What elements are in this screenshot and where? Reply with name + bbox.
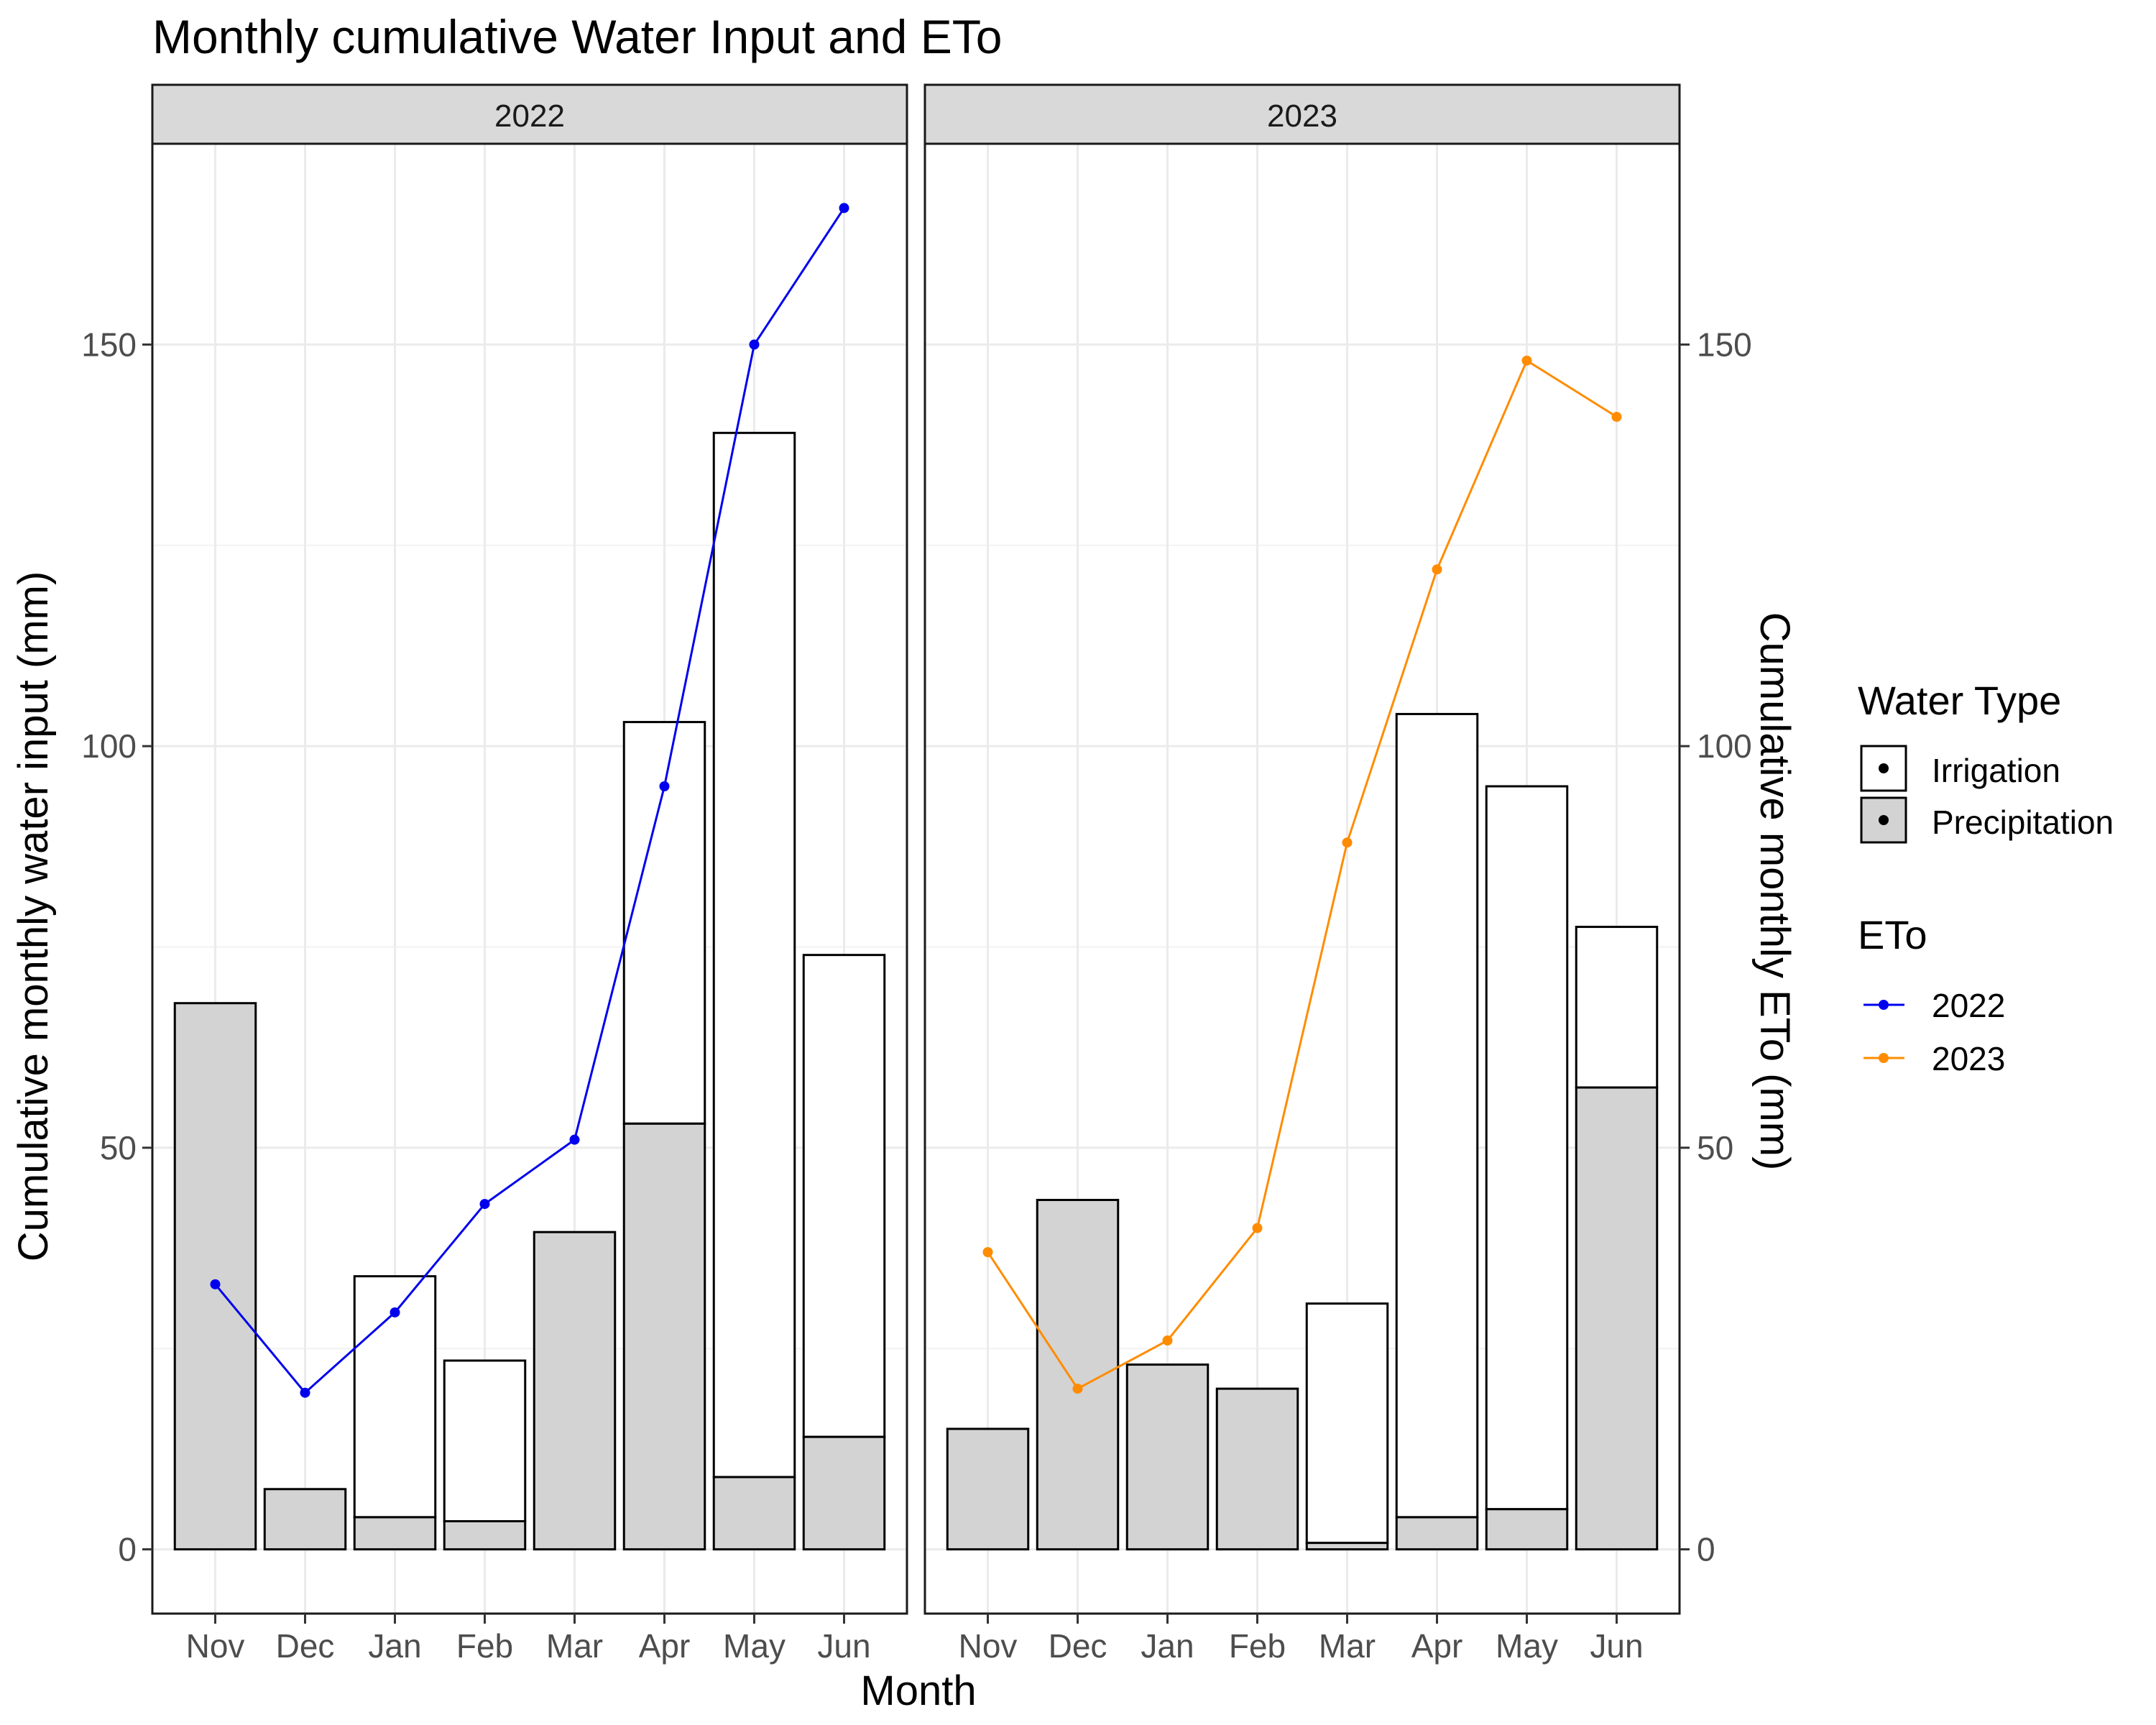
panel-2023-eto-point-May — [1521, 355, 1532, 366]
panel-2022-eto-point-Mar — [569, 1134, 580, 1145]
panel-2023-eto-line — [987, 359, 1618, 1391]
panel-2022-bar-irrigation-May — [712, 431, 796, 1478]
legend-eto-title: ETo — [1858, 912, 1927, 957]
panel-2022-x-tick-label-Dec: Dec — [276, 1627, 335, 1665]
panel-2023-bar-precipitation-Nov — [946, 1427, 1030, 1551]
panel-2023-bar-irrigation-Mar — [1305, 1302, 1389, 1545]
panel-2022-bar-precipitation-Nov — [173, 1002, 257, 1551]
y2-axis-tick-label: 100 — [1697, 727, 1752, 765]
panel-2022-bar-precipitation-Dec — [263, 1488, 347, 1551]
panel-2022-bar-precipitation-Jun — [802, 1435, 886, 1551]
legend-key-eto-2022-dot — [1879, 1000, 1889, 1010]
panel-2022-bar-irrigation-Jun — [802, 954, 886, 1438]
y2-axis-tick-label: 150 — [1697, 326, 1752, 363]
panel-2022-x-tick-label-May: May — [723, 1627, 786, 1665]
legend-label-eto-2023: 2023 — [1932, 1040, 2005, 1077]
panel-2022-bar-precipitation-Jan — [353, 1516, 437, 1551]
panel-2022-eto-line — [214, 207, 845, 1394]
legend-label-precipitation: Precipitation — [1932, 804, 2114, 841]
panel-2023-bar-precipitation-Jan — [1125, 1363, 1210, 1551]
panel-2023-bar-precipitation-Jun — [1575, 1086, 1659, 1551]
y-axis-tick-label: 0 — [118, 1531, 137, 1568]
panel-2022-x-tick-label-Mar: Mar — [546, 1627, 603, 1665]
panel-2022-eto-point-May — [749, 339, 760, 350]
y-axis-tick-label: 100 — [81, 727, 137, 765]
panel-2023-bar-precipitation-May — [1485, 1508, 1569, 1551]
legend-label-irrigation: Irrigation — [1932, 752, 2060, 789]
panel-2022-x-tick-label-Nov: Nov — [186, 1627, 245, 1665]
y-axis-tick-label: 50 — [100, 1129, 137, 1167]
y-axis-tick-label: 150 — [81, 326, 137, 363]
panel-2022-bar-precipitation-Feb — [443, 1519, 527, 1551]
panel-2023-x-tick-label-Feb: Feb — [1229, 1627, 1286, 1665]
legend-label-eto-2022: 2022 — [1932, 987, 2005, 1024]
panel-2023-x-tick-label-Apr: Apr — [1411, 1627, 1463, 1665]
panel-2023-x-tick-label-May: May — [1496, 1627, 1558, 1665]
y2-axis-tick-label: 50 — [1697, 1129, 1733, 1167]
panel-2022-eto-point-Jun — [839, 203, 849, 213]
panel-2022-x-tick-label-Apr: Apr — [639, 1627, 691, 1665]
panel-2022-eto-point-Feb — [479, 1199, 490, 1210]
panel-2022-bar-irrigation-Jan — [353, 1275, 437, 1519]
panel-2022-eto-point-Apr — [659, 781, 670, 791]
panels-layer: 2022 Nov Dec Jan Feb Mar Apr May Jun 0 50 100 150 202… — [81, 83, 1752, 1665]
panel-2023-bar-irrigation-Apr — [1395, 712, 1479, 1519]
panel-2023-eto-point-Feb — [1252, 1223, 1263, 1233]
panel-2023-strip-label: 2023 — [1267, 98, 1337, 134]
panel-2023-eto-point-Jun — [1611, 411, 1622, 422]
panel-2023-bar-precipitation-Mar — [1305, 1542, 1389, 1551]
legend-key-precipitation-dot — [1879, 815, 1889, 825]
panel-2023-strip — [923, 83, 1681, 145]
panel-2022-eto-point-Nov — [210, 1279, 221, 1289]
y2-axis-tick-label: 0 — [1697, 1531, 1715, 1568]
panel-2023-bar-irrigation-Jun — [1575, 926, 1659, 1089]
panel-2023-bar-irrigation-May — [1485, 785, 1569, 1511]
x-axis-label: Month — [860, 1668, 976, 1714]
panel-2022-strip-label: 2022 — [494, 98, 565, 134]
legend-key-irrigation-dot — [1879, 763, 1889, 773]
panel-2022-x-tick-label-Feb: Feb — [456, 1627, 513, 1665]
legend-eto: ETo 2022 2023 — [1858, 912, 2005, 1077]
panel-2022-bar-precipitation-Mar — [533, 1230, 617, 1551]
panel-2023-x-tick-label-Dec: Dec — [1049, 1627, 1107, 1665]
panel-2023-eto-point-Mar — [1342, 837, 1353, 848]
chart-title: Monthly cumulative Water Input and ETo — [152, 10, 1002, 63]
panel-2023-eto-point-Apr — [1432, 564, 1442, 575]
y-axis-label: Cumulative monthly water input (mm) — [10, 571, 57, 1262]
panel-2023-eto-point-Jan — [1162, 1335, 1173, 1346]
panel-2022-bar-precipitation-May — [712, 1476, 796, 1551]
panel-2022-eto-point-Jan — [390, 1307, 400, 1317]
panel-2023-x-tick-label-Jun: Jun — [1590, 1627, 1643, 1665]
panel-2022-bar-irrigation-Feb — [443, 1359, 527, 1522]
legend-key-irrigation — [1860, 745, 1907, 792]
panel-2022-x-tick-label-Jun: Jun — [817, 1627, 870, 1665]
panel-2023-bar-precipitation-Feb — [1215, 1387, 1299, 1551]
panel-2023-x-tick-label-Nov: Nov — [959, 1627, 1018, 1665]
panel-2023-eto-point-Dec — [1072, 1384, 1083, 1394]
panel-2022-eto-point-Dec — [300, 1387, 310, 1398]
panel-2023-x-tick-label-Mar: Mar — [1319, 1627, 1376, 1665]
panel-2023-x-tick-label-Jan: Jan — [1141, 1627, 1194, 1665]
panel-2022-strip — [151, 83, 908, 145]
panel-2022-x-tick-label-Jan: Jan — [368, 1627, 421, 1665]
y2-axis-label: Cumulative monthly ETo (mm) — [1751, 612, 1798, 1171]
legend-key-eto-2023-dot — [1879, 1053, 1889, 1063]
legend-water-type-title: Water Type — [1858, 678, 2061, 723]
legend-water-type: Water Type Irrigation Precipitation — [1858, 678, 2114, 844]
panel-2023-bar-precipitation-Apr — [1395, 1516, 1479, 1551]
panel-2022-bar-precipitation-Apr — [622, 1122, 706, 1551]
panel-2023-eto-point-Nov — [982, 1247, 993, 1258]
